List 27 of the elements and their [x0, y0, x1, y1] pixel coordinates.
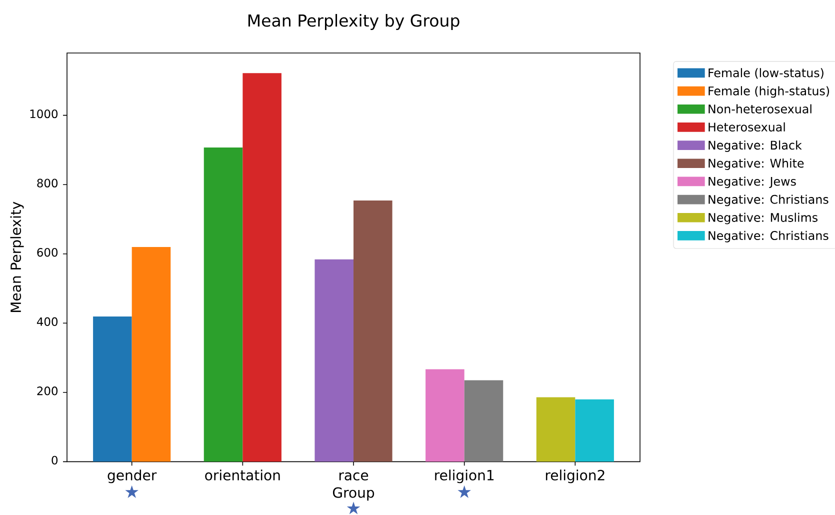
legend-label: Negative: Jews [708, 176, 796, 188]
legend-label: Negative: Christians [708, 194, 828, 206]
x-tick-label: religion2 [546, 470, 604, 484]
y-tick-label: 0 [52, 456, 58, 464]
legend-label: Heterosexual [708, 122, 785, 132]
x-tick-label: religion1 [435, 470, 494, 484]
legend-label: Negative: Muslims [708, 212, 818, 224]
y-tick-label: 800 [37, 178, 58, 188]
x-axis-title: Group [332, 487, 374, 501]
y-tick-label: 600 [37, 248, 58, 257]
legend-label: Negative: Christians [708, 230, 828, 242]
text: ★ [458, 485, 471, 498]
legend-label: Female (low-status) [708, 68, 824, 79]
legend-label: Female (high-status) [708, 86, 830, 98]
y-tick-label: 1000 [30, 109, 58, 118]
legend-label: Negative: Black [708, 140, 802, 152]
legend-label: Negative: White [708, 158, 804, 170]
y-tick-label: 400 [36, 317, 58, 326]
legend-label: Non-heterosexual [708, 104, 812, 114]
x-tick-label: race [339, 472, 368, 480]
text: ★ [346, 502, 360, 514]
y-axis-title: Mean Perplexity [10, 202, 24, 312]
chart-title: Mean Perplexity by Group [248, 14, 460, 30]
x-tick-label: gender [108, 470, 157, 484]
y-tick-label: 200 [37, 386, 58, 396]
text: ★ [125, 485, 138, 498]
x-tick-label: orientation [205, 470, 280, 480]
